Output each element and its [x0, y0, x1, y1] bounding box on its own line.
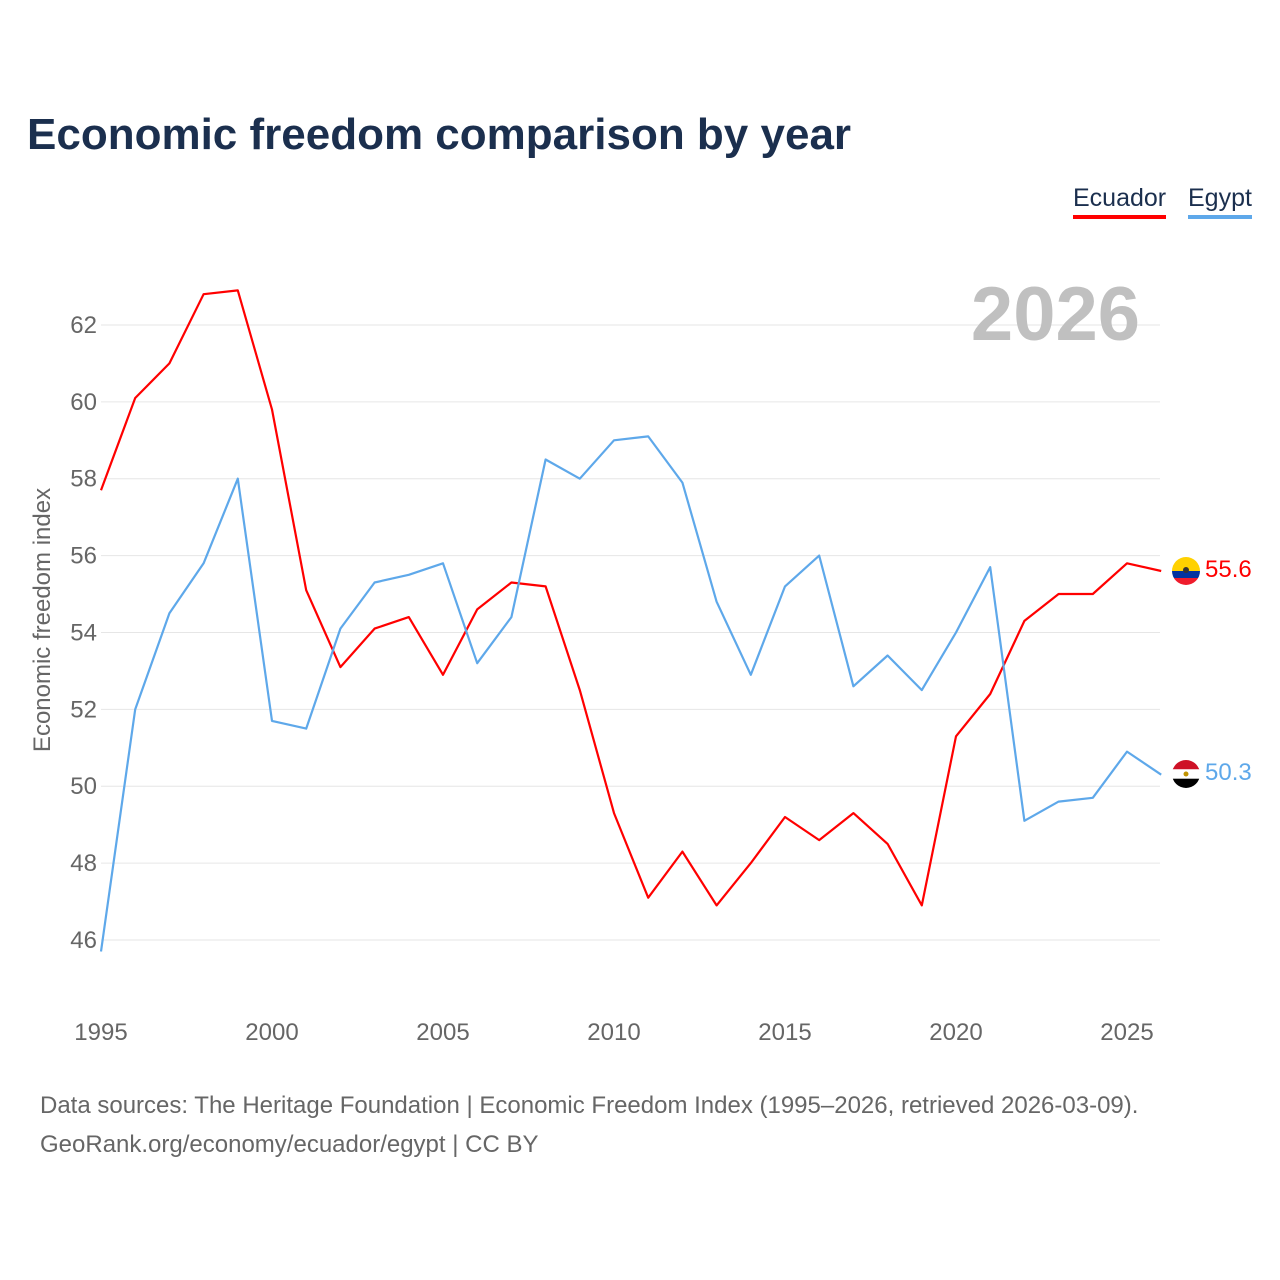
egypt-end-label: 50.3 [1205, 759, 1252, 786]
x-tick-label: 1995 [74, 1019, 127, 1046]
legend-ecuador[interactable]: Ecuador [1073, 184, 1167, 219]
source-line-1: Data sources: The Heritage Foundation | … [40, 1092, 1139, 1119]
y-axis-label: Economic freedom index [29, 488, 56, 752]
x-tick-label: 2025 [1100, 1019, 1153, 1046]
y-tick-label: 52 [70, 696, 97, 723]
x-tick-label: 2020 [929, 1019, 982, 1046]
egypt-flag-icon [1172, 760, 1200, 788]
series-line-egypt [99, 435, 1162, 952]
y-tick-label: 48 [70, 850, 97, 877]
x-tick-label: 2010 [587, 1019, 640, 1046]
x-tick-label: 2005 [416, 1019, 469, 1046]
series-line-ecuador [99, 289, 1162, 907]
x-tick-label: 2015 [758, 1019, 811, 1046]
y-tick-label: 56 [70, 543, 97, 570]
source-line-2: GeoRank.org/economy/ecuador/egypt | CC B… [40, 1131, 539, 1158]
y-tick-label: 62 [70, 312, 97, 339]
source-note: Data sources: The Heritage Foundation | … [40, 1086, 1138, 1164]
y-tick-label: 58 [70, 466, 97, 493]
chart-title: Economic freedom comparison by year [27, 110, 852, 159]
y-tick-label: 50 [70, 773, 97, 800]
ecuador-flag-icon [1172, 557, 1200, 585]
year-watermark: 2026 [971, 272, 1140, 357]
y-tick-label: 46 [70, 927, 97, 954]
y-tick-label: 60 [70, 389, 97, 416]
x-tick-label: 2000 [245, 1019, 298, 1046]
legend-egypt[interactable]: Egypt [1188, 184, 1252, 219]
y-tick-label: 54 [70, 619, 97, 646]
ecuador-end-label: 55.6 [1205, 556, 1252, 583]
